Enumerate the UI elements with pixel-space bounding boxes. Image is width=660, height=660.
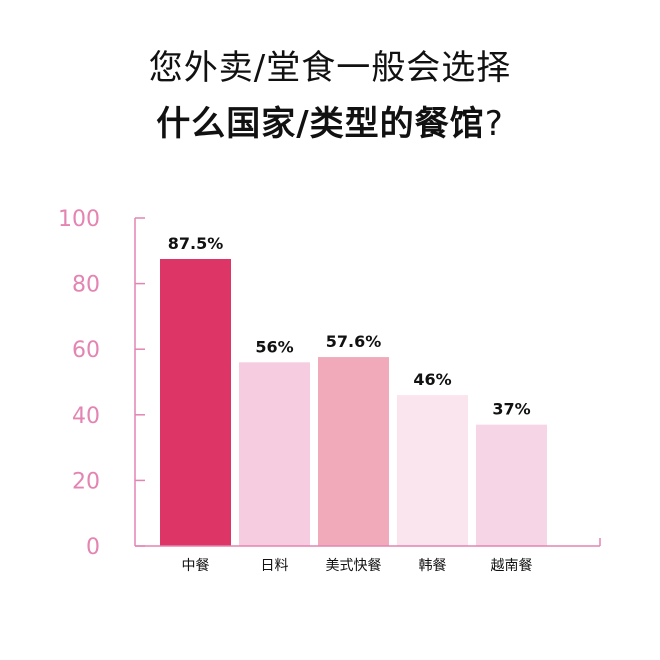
x-tick-label: 中餐	[182, 558, 210, 574]
bar-5	[476, 424, 547, 546]
bar-3	[318, 357, 389, 546]
y-tick-label: 0	[86, 535, 100, 560]
chart-title-line1: 您外卖/堂食一般会选择	[148, 48, 512, 88]
bar-value-label: 56%	[255, 337, 293, 356]
chart-title-line2-bold: 什么国家/类型的餐馆	[156, 104, 485, 144]
bar-value-label: 46%	[413, 370, 451, 389]
bar-value-label: 37%	[492, 400, 530, 419]
x-tick-label: 日料	[261, 558, 289, 574]
y-tick-label: 100	[58, 207, 100, 232]
x-tick-label: 越南餐	[491, 558, 533, 574]
x-tick-label: 韩餐	[419, 558, 447, 574]
bars-layer	[160, 259, 547, 546]
bar-2	[239, 362, 310, 546]
y-tick-label: 20	[72, 469, 100, 494]
chart-title-question-mark: ?	[484, 104, 504, 144]
bar-value-label: 57.6%	[326, 332, 382, 351]
x-tick-label: 美式快餐	[326, 558, 382, 574]
y-tick-label: 60	[72, 338, 100, 363]
labels-layer: 87.5% 中餐 56% 日料 57.6% 美式快餐 46% 韩餐 37% 越南餐 0 20 40 60 8…	[58, 207, 533, 574]
bar-1	[160, 259, 231, 546]
chart-title-line2: 什么国家/类型的餐馆?	[0, 96, 660, 145]
bar-4	[397, 395, 468, 546]
axis-layer	[134, 217, 601, 547]
y-tick-label: 40	[72, 404, 100, 429]
bar-value-label: 87.5%	[168, 234, 224, 253]
y-tick-label: 80	[72, 273, 100, 298]
